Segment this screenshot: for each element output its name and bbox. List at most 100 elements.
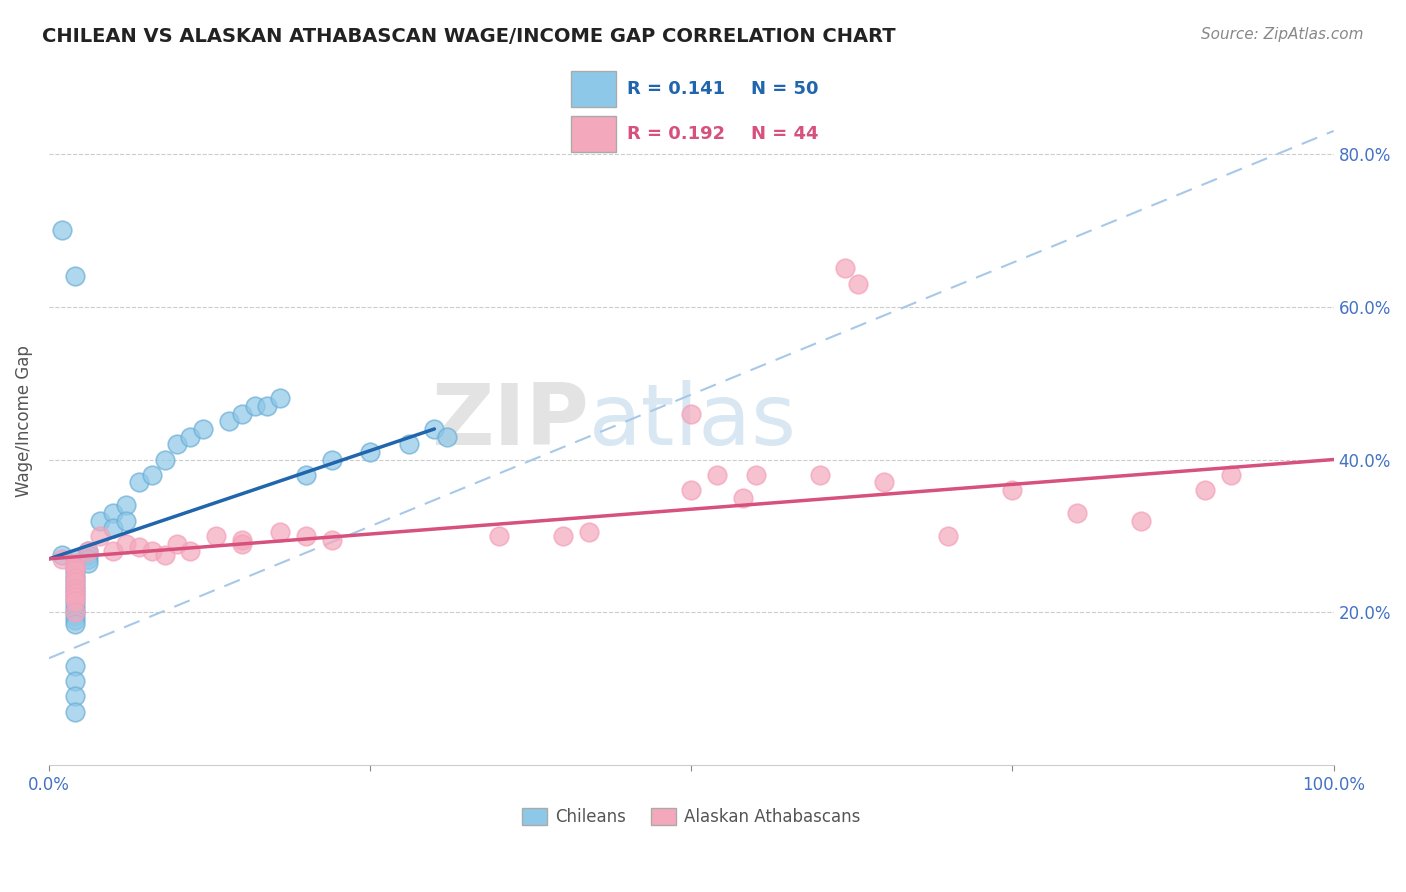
Point bbox=[578, 525, 600, 540]
Point bbox=[166, 437, 188, 451]
Point bbox=[179, 429, 201, 443]
Point bbox=[231, 533, 253, 547]
Point bbox=[63, 571, 86, 585]
Point bbox=[269, 525, 291, 540]
Point bbox=[63, 601, 86, 615]
Point bbox=[103, 506, 125, 520]
Text: N = 44: N = 44 bbox=[751, 125, 818, 143]
Point bbox=[231, 407, 253, 421]
Text: N = 50: N = 50 bbox=[751, 80, 818, 98]
Point bbox=[834, 261, 856, 276]
Point bbox=[256, 399, 278, 413]
Point bbox=[63, 690, 86, 704]
Point bbox=[141, 544, 163, 558]
Text: R = 0.192: R = 0.192 bbox=[627, 125, 725, 143]
Point bbox=[63, 586, 86, 600]
Y-axis label: Wage/Income Gap: Wage/Income Gap bbox=[15, 345, 32, 497]
Point bbox=[191, 422, 214, 436]
Text: CHILEAN VS ALASKAN ATHABASCAN WAGE/INCOME GAP CORRELATION CHART: CHILEAN VS ALASKAN ATHABASCAN WAGE/INCOM… bbox=[42, 27, 896, 45]
Point bbox=[63, 590, 86, 604]
Point bbox=[76, 544, 98, 558]
Point bbox=[63, 571, 86, 585]
Point bbox=[1194, 483, 1216, 497]
Point bbox=[115, 514, 138, 528]
Point bbox=[359, 445, 381, 459]
Point bbox=[76, 544, 98, 558]
Point bbox=[63, 594, 86, 608]
Point bbox=[63, 605, 86, 619]
Point bbox=[63, 609, 86, 624]
Point bbox=[76, 556, 98, 570]
Point bbox=[269, 392, 291, 406]
Point bbox=[51, 223, 73, 237]
Point bbox=[153, 548, 176, 562]
Point bbox=[436, 429, 458, 443]
Point bbox=[115, 499, 138, 513]
Point bbox=[141, 467, 163, 482]
Point bbox=[936, 529, 959, 543]
Point bbox=[1001, 483, 1024, 497]
Point bbox=[76, 548, 98, 562]
Text: Source: ZipAtlas.com: Source: ZipAtlas.com bbox=[1201, 27, 1364, 42]
Point bbox=[295, 467, 318, 482]
Point bbox=[63, 613, 86, 627]
Point bbox=[128, 475, 150, 490]
Point bbox=[63, 559, 86, 574]
Point bbox=[1219, 467, 1241, 482]
Point bbox=[63, 674, 86, 689]
Point bbox=[1066, 506, 1088, 520]
Point bbox=[63, 567, 86, 582]
Point bbox=[63, 579, 86, 593]
Point bbox=[205, 529, 228, 543]
Point bbox=[63, 574, 86, 589]
Point bbox=[744, 467, 766, 482]
Point bbox=[51, 552, 73, 566]
Point bbox=[63, 559, 86, 574]
Point bbox=[321, 452, 343, 467]
Text: ZIP: ZIP bbox=[430, 380, 589, 463]
Point bbox=[63, 598, 86, 612]
Point bbox=[63, 582, 86, 597]
Point bbox=[63, 658, 86, 673]
Point bbox=[873, 475, 896, 490]
Point bbox=[89, 529, 111, 543]
Point bbox=[76, 552, 98, 566]
Legend: Chileans, Alaskan Athabascans: Chileans, Alaskan Athabascans bbox=[515, 801, 868, 832]
Point bbox=[295, 529, 318, 543]
Point bbox=[398, 437, 420, 451]
Point bbox=[103, 544, 125, 558]
Point bbox=[153, 452, 176, 467]
Point bbox=[63, 616, 86, 631]
Point bbox=[231, 536, 253, 550]
Point bbox=[63, 605, 86, 619]
Point bbox=[551, 529, 574, 543]
Text: R = 0.141: R = 0.141 bbox=[627, 80, 725, 98]
Point bbox=[179, 544, 201, 558]
Point bbox=[706, 467, 728, 482]
Point bbox=[423, 422, 446, 436]
Point bbox=[681, 483, 703, 497]
Point bbox=[63, 594, 86, 608]
Point bbox=[321, 533, 343, 547]
Point bbox=[681, 407, 703, 421]
Point bbox=[103, 521, 125, 535]
Point bbox=[128, 541, 150, 555]
Point bbox=[63, 586, 86, 600]
Point bbox=[846, 277, 869, 291]
Point bbox=[1129, 514, 1152, 528]
Point bbox=[243, 399, 266, 413]
Point bbox=[51, 548, 73, 562]
Text: atlas: atlas bbox=[589, 380, 797, 463]
Point bbox=[63, 582, 86, 597]
Point bbox=[63, 574, 86, 589]
Point bbox=[63, 563, 86, 577]
Point bbox=[731, 491, 754, 505]
FancyBboxPatch shape bbox=[571, 117, 616, 152]
Point bbox=[488, 529, 510, 543]
Point bbox=[63, 556, 86, 570]
Point bbox=[63, 563, 86, 577]
Point bbox=[63, 269, 86, 284]
Point bbox=[808, 467, 831, 482]
Point bbox=[63, 705, 86, 719]
Point bbox=[63, 590, 86, 604]
